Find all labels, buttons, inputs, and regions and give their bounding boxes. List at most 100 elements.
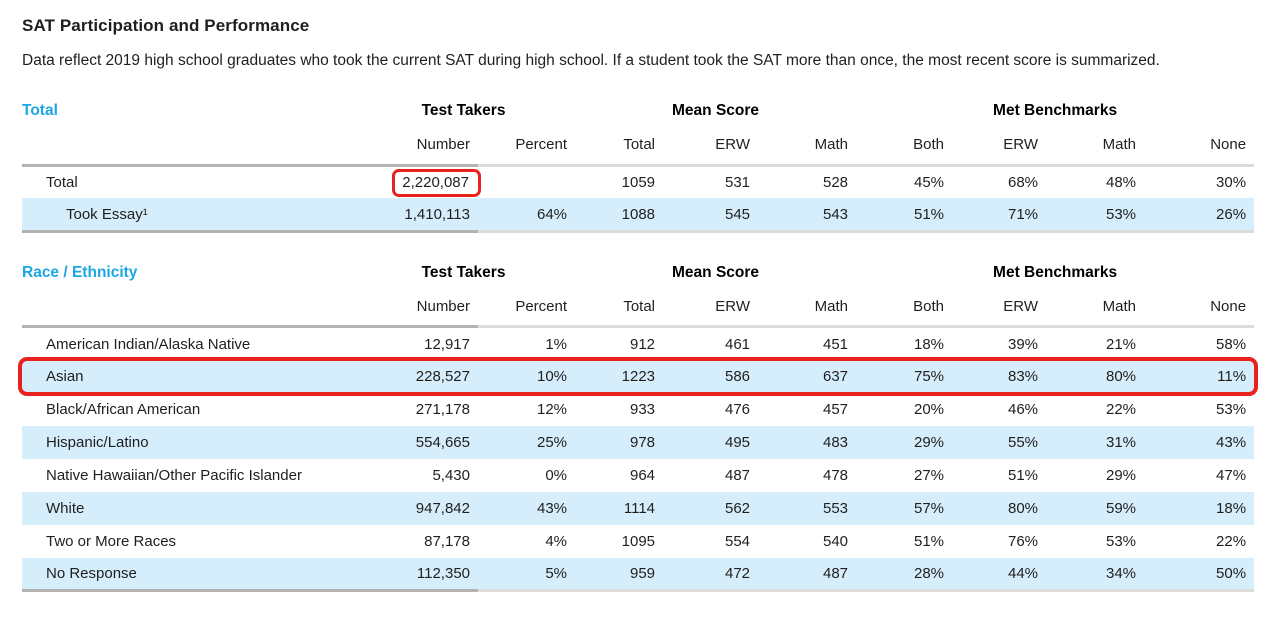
row-label: Two or More Races bbox=[46, 532, 177, 550]
cell-bench-none: 50% bbox=[1144, 557, 1255, 593]
cell-percent bbox=[478, 165, 575, 198]
cell-bench-both: 18% bbox=[914, 335, 945, 353]
cell-mean-erw: 487 bbox=[724, 466, 751, 484]
cell-bench-math: 34% bbox=[1046, 557, 1145, 593]
cell-number: 5,430 bbox=[432, 466, 470, 484]
page-description: Data reflect 2019 high school graduates … bbox=[22, 52, 1160, 69]
column-group-row: Total Test Takers Mean Score Met Benchmarks bbox=[22, 93, 1254, 129]
column-header-row: Number Percent Total ERW Math Both ERW Math None bbox=[22, 129, 1255, 167]
cell-mean-math: 487 bbox=[758, 557, 857, 593]
cell-percent: 0% bbox=[545, 466, 568, 484]
column-header-bench-erw: ERW bbox=[952, 290, 1047, 329]
cell-bench-math: 29% bbox=[1106, 466, 1137, 484]
column-header-empty bbox=[22, 129, 352, 167]
cell-mean-math: 451 bbox=[823, 335, 849, 353]
row-label: White bbox=[22, 491, 352, 525]
column-header-mean-total: Total bbox=[575, 290, 664, 329]
table-row-total: Total 2,220,087 1059 531 528 45% 68% 48% 30% bbox=[22, 165, 1254, 198]
cell-mean-total: 1095 bbox=[621, 532, 656, 550]
table-row-two-or-more-races: Two or More Races 87,178 4% 1095 554 540 51% 76… bbox=[22, 525, 1254, 558]
cell-number: 554,665 bbox=[352, 425, 478, 459]
cell-bench-none: 30% bbox=[1216, 174, 1247, 192]
cell-bench-math: 53% bbox=[1046, 198, 1145, 233]
cell-bench-both: 29% bbox=[856, 425, 953, 459]
cell-bench-both: 28% bbox=[856, 557, 953, 593]
table-row-took-essay: Took Essay¹ 1,410,113 64% 1088 545 543 51% 71% 5… bbox=[22, 198, 1255, 233]
table-row-native-hawaiian-other-pacific-islander: Native Hawaiian/Other Pacific Islander 5,… bbox=[22, 459, 1254, 492]
cell-bench-math: 53% bbox=[1106, 532, 1137, 550]
cell-mean-total: 1114 bbox=[575, 491, 664, 525]
column-header-mean-erw: ERW bbox=[663, 290, 759, 329]
column-header-number: Number bbox=[352, 129, 478, 167]
cell-mean-math: 528 bbox=[823, 174, 849, 192]
column-group-test-takers: Test Takers bbox=[421, 263, 506, 281]
cell-bench-erw: 83% bbox=[952, 359, 1047, 393]
column-header-bench-none: None bbox=[1144, 129, 1255, 167]
column-group-met-benchmarks: Met Benchmarks bbox=[993, 102, 1118, 120]
row-label: Native Hawaiian/Other Pacific Islander bbox=[46, 466, 302, 484]
cell-bench-none: 26% bbox=[1144, 198, 1255, 233]
cell-number: 1,410,113 bbox=[352, 198, 478, 233]
column-header-mean-math: Math bbox=[758, 129, 857, 167]
column-header-mean-math: Math bbox=[758, 290, 857, 329]
cell-bench-both: 51% bbox=[914, 532, 945, 550]
total-table: Total Test Takers Mean Score Met Benchmarks… bbox=[22, 93, 1255, 233]
cell-mean-math: 540 bbox=[823, 532, 849, 550]
column-header-bench-math: Math bbox=[1046, 290, 1145, 329]
cell-number: 87,178 bbox=[424, 532, 470, 550]
column-header-mean-erw: ERW bbox=[663, 129, 759, 167]
cell-percent: 5% bbox=[478, 557, 576, 593]
cell-bench-erw: 51% bbox=[1008, 466, 1039, 484]
table-row-black-african-american: Black/African American 271,178 12% 933 476 45… bbox=[22, 393, 1254, 426]
race-ethnicity-table: Race / Ethnicity Test Takers Mean Score Met… bbox=[22, 255, 1255, 593]
cell-mean-total: 912 bbox=[629, 335, 656, 353]
cell-mean-math: 637 bbox=[758, 359, 857, 393]
page-title: SAT Participation and Performance bbox=[22, 16, 310, 35]
cell-bench-math: 48% bbox=[1106, 174, 1137, 192]
row-label: Black/African American bbox=[46, 400, 201, 418]
cell-bench-none: 11% bbox=[1144, 359, 1255, 393]
table-row-hispanic-latino: Hispanic/Latino 554,665 25% 978 495 483 29% 55%… bbox=[22, 425, 1255, 459]
cell-mean-erw: 531 bbox=[724, 174, 751, 192]
column-header-empty bbox=[22, 290, 352, 329]
report-page: SAT Participation and Performance Data r… bbox=[18, 16, 1259, 593]
cell-mean-erw: 562 bbox=[663, 491, 759, 525]
column-header-number: Number bbox=[352, 290, 478, 329]
cell-number: 947,842 bbox=[352, 491, 478, 525]
cell-percent: 10% bbox=[478, 359, 576, 393]
cell-percent: 64% bbox=[478, 198, 576, 233]
cell-bench-both: 45% bbox=[914, 174, 945, 192]
cell-bench-erw: 71% bbox=[952, 198, 1047, 233]
cell-mean-math: 553 bbox=[758, 491, 857, 525]
cell-mean-math: 483 bbox=[758, 425, 857, 459]
row-label: Hispanic/Latino bbox=[22, 425, 352, 459]
column-group-mean-score: Mean Score bbox=[672, 102, 760, 120]
row-label: No Response bbox=[22, 557, 352, 593]
cell-bench-none: 58% bbox=[1216, 335, 1247, 353]
column-header-bench-both: Both bbox=[856, 129, 953, 167]
cell-bench-math: 22% bbox=[1106, 400, 1137, 418]
cell-mean-total: 1223 bbox=[575, 359, 664, 393]
cell-bench-none: 53% bbox=[1216, 400, 1247, 418]
cell-number: 112,350 bbox=[352, 557, 478, 593]
cell-bench-both: 75% bbox=[856, 359, 953, 393]
cell-percent: 43% bbox=[478, 491, 576, 525]
cell-mean-erw: 495 bbox=[663, 425, 759, 459]
cell-bench-math: 31% bbox=[1046, 425, 1145, 459]
cell-mean-erw: 472 bbox=[663, 557, 759, 593]
cell-bench-none: 43% bbox=[1144, 425, 1255, 459]
column-group-met-benchmarks: Met Benchmarks bbox=[993, 263, 1118, 281]
row-label: American Indian/Alaska Native bbox=[46, 335, 251, 353]
cell-bench-both: 20% bbox=[914, 400, 945, 418]
cell-percent: 25% bbox=[478, 425, 576, 459]
cell-bench-erw: 39% bbox=[1008, 335, 1039, 353]
cell-bench-none: 47% bbox=[1216, 466, 1247, 484]
cell-number: 12,917 bbox=[424, 335, 470, 353]
row-label: Total bbox=[46, 174, 78, 192]
cell-mean-erw: 586 bbox=[663, 359, 759, 393]
table-header: Race / Ethnicity Test Takers Mean Score Met… bbox=[22, 255, 1255, 329]
cell-mean-total: 1088 bbox=[575, 198, 664, 233]
column-header-row: Number Percent Total ERW Math Both ERW Math None bbox=[22, 290, 1255, 329]
row-label: Asian bbox=[22, 359, 352, 393]
cell-number: 228,527 bbox=[352, 359, 478, 393]
